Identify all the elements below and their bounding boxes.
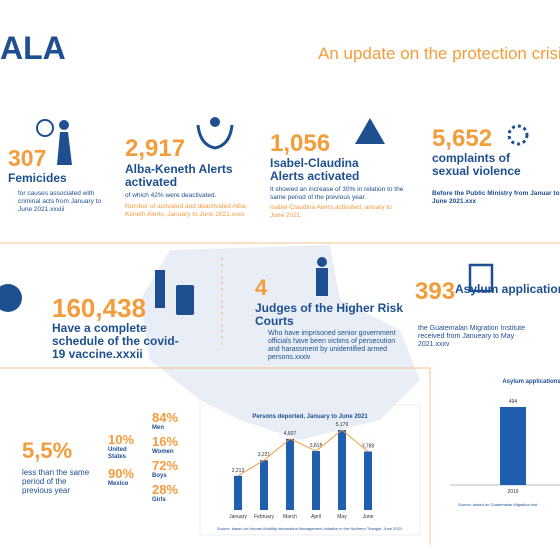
icon	[36, 119, 54, 137]
stat-number: 160,438	[52, 293, 146, 323]
value-label: 494	[509, 399, 518, 405]
stat-note: less than the same period of the previou…	[22, 468, 90, 495]
bar	[312, 451, 320, 510]
stat-number: 307	[8, 145, 47, 171]
bar	[260, 460, 268, 510]
stat-number: 4	[255, 275, 268, 300]
stat-number: 2,917	[125, 135, 186, 162]
stat-note: the Guatemalan Migration Institute recei…	[418, 325, 526, 348]
percent: 84%	[152, 410, 179, 425]
stat-label: Have a complete schedule of the covid-19…	[52, 321, 179, 361]
stat-label: Femicides	[8, 171, 67, 185]
chart-frame	[199, 404, 421, 536]
icon	[317, 257, 327, 267]
chart-title: Persons deported, January to June 2021	[252, 414, 368, 420]
percent: 90%	[108, 466, 135, 481]
stat-number: 5,652	[432, 125, 493, 152]
title: ALA	[0, 30, 66, 66]
icon	[468, 263, 494, 293]
map	[140, 245, 420, 440]
chart-source: Source: based on Human Mobility Informat…	[217, 526, 403, 531]
category-label: April	[311, 514, 321, 520]
icon	[155, 270, 165, 308]
stat-note: Who have imprisoned senior government of…	[268, 330, 396, 361]
bar	[364, 451, 372, 510]
category-label: February	[254, 514, 275, 520]
stat-note: Before the Public Ministry from Januar t…	[432, 190, 560, 205]
bar	[234, 475, 242, 510]
subtitle: An update on the protection crisi	[318, 44, 560, 63]
stat-label: Judges of the Higher Risk Courts	[255, 301, 404, 328]
bar	[500, 407, 526, 485]
icon	[507, 124, 529, 146]
percent: 28%	[152, 482, 179, 497]
category-label: March	[283, 514, 297, 520]
icon	[176, 285, 194, 315]
stat-note: for causes associated with criminal acts…	[18, 190, 102, 213]
value-label: 4,607	[284, 431, 297, 437]
category-label: 2019	[507, 489, 518, 495]
icon	[59, 120, 69, 130]
icon	[196, 124, 234, 150]
stat-note: of which 42% were deactivated.	[125, 192, 217, 199]
category-label: June	[363, 514, 374, 520]
value-label: 3,221	[258, 452, 271, 458]
percent: 10%	[108, 432, 135, 447]
bar	[286, 438, 294, 510]
percent-label: Boys	[152, 473, 167, 479]
value-label: 5,179	[336, 422, 349, 428]
stat-number: 5,5%	[22, 438, 73, 463]
percent-label: United States	[108, 447, 127, 460]
trend-line	[237, 429, 369, 477]
chart-title: Asylum applications in	[502, 379, 560, 385]
percent-label: Mexico	[108, 481, 129, 487]
value-label: 3,818	[310, 443, 323, 449]
percent-label: Girls	[152, 497, 166, 503]
icon	[210, 117, 220, 127]
percent: 16%	[152, 434, 179, 449]
category-label: January	[229, 514, 247, 520]
percent-label: Men	[152, 425, 164, 431]
stat-source: Number of activated and deactivated Alba…	[125, 203, 248, 218]
icon	[355, 118, 385, 144]
stat-label: Asylum applications	[455, 282, 560, 296]
stat-label: complaints of sexual violence	[432, 151, 521, 178]
percent-label: Women	[152, 449, 174, 455]
icon	[0, 284, 22, 312]
value-label: 3,788	[362, 443, 375, 449]
stat-note: It showed an increase of 30% in relation…	[270, 186, 404, 201]
bar	[338, 430, 346, 510]
stat-label: Alba-Keneth Alerts activated	[125, 162, 233, 189]
icon	[57, 132, 72, 165]
stat-source: Isabel-Claudina Alerts activated, anuary…	[270, 204, 392, 219]
icon	[316, 268, 328, 296]
category-label: May	[337, 514, 347, 520]
stat-number: 393	[415, 278, 456, 305]
divider	[0, 367, 431, 545]
value-label: 2,213	[232, 468, 245, 474]
stat-number: 1,056	[270, 130, 331, 157]
stat-label: Isabel-Claudina Alerts activated	[270, 156, 360, 183]
chart-source: Source: based on Guatemalan Migration In…	[458, 502, 538, 507]
percent: 72%	[152, 458, 179, 473]
